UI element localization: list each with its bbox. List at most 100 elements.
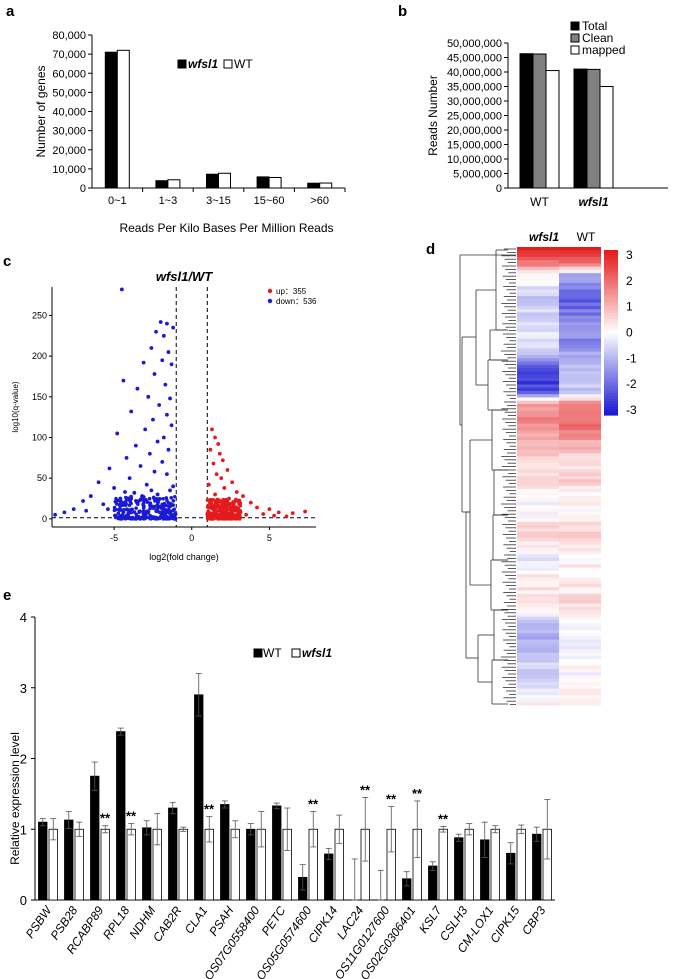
heatmap-cell (517, 273, 559, 278)
heatmap-cell (559, 269, 601, 274)
y-tick-label: 30,000 (52, 126, 86, 138)
legend-label-WT: WT (234, 57, 253, 71)
colorbar-segment (604, 404, 618, 408)
heatmap-cell (517, 322, 559, 327)
colorbar-segment (604, 387, 618, 391)
heatmap-cell (559, 247, 601, 251)
colorbar-segment (604, 398, 618, 402)
point-down (142, 504, 146, 509)
point-down (158, 320, 163, 324)
heatmap-cell (559, 312, 601, 317)
heatmap-cell (517, 479, 559, 484)
point-down (124, 455, 129, 460)
heatmap-cell (517, 404, 559, 408)
bar-WT (142, 827, 152, 901)
bar-WT (220, 804, 230, 901)
heatmap-cell (517, 511, 559, 516)
heatmap-cell (559, 646, 601, 650)
colorbar-segment (604, 302, 618, 306)
heatmap-cell (559, 423, 601, 428)
heatmap-cell (559, 292, 601, 297)
colorbar-segment (604, 307, 618, 312)
heatmap-cell (559, 256, 601, 261)
heatmap-cell (559, 341, 601, 346)
heatmap-cell (517, 338, 559, 343)
point-down (171, 513, 175, 518)
heatmap-cell (517, 348, 559, 353)
point-down (154, 329, 158, 334)
point-down (132, 490, 137, 495)
point-up (214, 472, 219, 477)
heatmap-cell (559, 426, 601, 431)
heatmap-cell (559, 397, 601, 402)
colorbar-segment (604, 321, 618, 325)
colorbar-segment (604, 288, 618, 292)
heatmap-cell (559, 273, 601, 278)
heatmap-cell (517, 600, 559, 605)
heatmap-cell (559, 531, 601, 536)
heatmap-cell (517, 459, 559, 464)
heatmap-cell (517, 394, 559, 399)
y-tick-label: 4 (20, 610, 27, 625)
heatmap-cell (559, 597, 601, 601)
point-up (206, 482, 211, 487)
point-down (123, 490, 127, 494)
heatmap-cell (517, 655, 559, 660)
legend-label-Clean: Clean (582, 31, 613, 45)
heatmap-cell (517, 466, 559, 471)
column-label: wfsl1 (529, 230, 559, 244)
y-tick-label: 35,000,000 (447, 82, 502, 94)
heatmap-cell (559, 619, 601, 624)
heatmap-cell (517, 538, 559, 543)
heatmap-cell (517, 446, 559, 451)
heatmap-cell (517, 384, 559, 389)
point-down (173, 494, 177, 499)
point-up (228, 514, 233, 519)
bar-wfsl1 (126, 828, 136, 901)
heatmap-cell (559, 580, 601, 585)
point-up (210, 427, 214, 432)
point-down (116, 511, 121, 515)
heatmap-cell (517, 623, 559, 628)
bar-WT (38, 821, 48, 901)
colorbar-segment (604, 327, 618, 331)
heatmap-cell (517, 675, 559, 680)
point-down (115, 431, 120, 436)
colorbar-segment (604, 252, 618, 257)
point-down (53, 512, 58, 517)
heatmap-cell (517, 263, 559, 268)
x-tick-label: >60 (310, 195, 329, 207)
point-down (153, 517, 158, 521)
heatmap-cell (559, 466, 601, 471)
heatmap-cell (517, 629, 559, 634)
point-up (208, 499, 213, 503)
point-down (165, 412, 169, 417)
heatmap-cell (517, 341, 559, 346)
heatmap-cell (517, 534, 559, 539)
point-down (160, 358, 165, 363)
point-up (284, 514, 289, 519)
heatmap-cell (559, 669, 601, 673)
point-down (118, 496, 123, 501)
heatmap-cell (559, 279, 601, 284)
heatmap-cell (517, 440, 559, 444)
colorbar-segment (604, 346, 618, 350)
heatmap-cell (517, 371, 559, 376)
heatmap-cell (559, 299, 601, 304)
heatmap-cell (559, 476, 601, 480)
heatmap-cell (517, 669, 559, 673)
point-down (171, 325, 176, 330)
heatmap-cell (517, 688, 559, 693)
heatmap-cell (517, 682, 559, 686)
colorbar-segment (604, 280, 618, 284)
significance-marker: ** (412, 786, 423, 801)
heatmap-cell (559, 358, 601, 363)
heatmap-cell (517, 701, 559, 706)
significance-marker: ** (126, 809, 137, 824)
colorbar-segment (604, 258, 618, 262)
point-up (206, 510, 211, 514)
heatmap-cell (559, 377, 601, 382)
x-axis-title: log2(fold change) (149, 552, 219, 562)
heatmap-cell (517, 266, 559, 271)
bar-WT (246, 828, 256, 901)
